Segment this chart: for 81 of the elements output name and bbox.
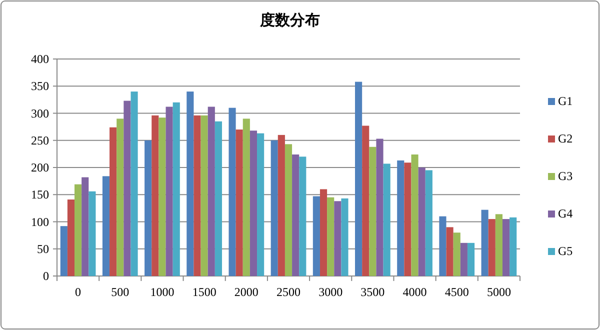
bar xyxy=(270,140,278,276)
x-tick-label: 2000 xyxy=(234,285,258,299)
bar xyxy=(82,177,89,276)
y-tick-label: 200 xyxy=(31,160,49,174)
bar xyxy=(172,102,180,276)
bar xyxy=(425,170,432,276)
bar xyxy=(439,216,446,276)
bar xyxy=(334,201,342,276)
bar xyxy=(208,106,215,276)
bar xyxy=(404,162,412,276)
bar xyxy=(250,130,258,276)
bar xyxy=(320,189,328,276)
bar xyxy=(369,146,376,276)
bar xyxy=(488,219,496,276)
y-tick-label: 350 xyxy=(31,79,49,94)
chart-title: 度数分布 xyxy=(259,11,320,29)
bar xyxy=(130,92,138,276)
bar xyxy=(362,126,370,276)
bar xyxy=(292,154,300,276)
bar xyxy=(418,168,426,276)
y-tick-label: 0 xyxy=(43,269,49,283)
bar xyxy=(166,106,173,276)
bar xyxy=(502,219,510,276)
x-tick-label: 500 xyxy=(111,285,130,299)
legend-label: G5 xyxy=(558,244,573,258)
legend-label: G2 xyxy=(558,132,573,146)
y-tick-label: 300 xyxy=(31,106,49,120)
bar xyxy=(327,197,334,276)
bar xyxy=(257,133,264,276)
bar xyxy=(144,140,152,276)
legend-label: G1 xyxy=(558,94,573,108)
bar xyxy=(110,127,117,276)
bar xyxy=(299,156,306,276)
bar xyxy=(397,160,404,276)
bar xyxy=(214,121,222,276)
bar xyxy=(102,176,110,276)
x-tick-label: 1500 xyxy=(192,285,216,299)
bar xyxy=(355,82,362,276)
bar xyxy=(278,134,285,276)
bar xyxy=(152,115,159,276)
x-tick-label: 2500 xyxy=(276,285,300,299)
bar xyxy=(242,118,250,276)
x-tick-label: 5000 xyxy=(486,285,511,299)
legend-label: G4 xyxy=(558,206,573,220)
y-tick-label: 400 xyxy=(31,52,49,66)
bar xyxy=(67,200,75,276)
bar xyxy=(158,118,166,276)
bar xyxy=(453,232,460,276)
bar xyxy=(376,138,384,276)
bar xyxy=(495,214,502,276)
x-tick-label: 4500 xyxy=(444,285,469,299)
bar xyxy=(481,210,488,276)
bar xyxy=(194,115,201,276)
bar xyxy=(60,226,68,276)
bar xyxy=(74,184,82,276)
bar xyxy=(341,198,348,276)
bar xyxy=(312,196,320,276)
y-tick-label: 150 xyxy=(31,188,49,202)
bar xyxy=(446,227,454,276)
bar xyxy=(467,242,475,276)
bar xyxy=(411,154,418,276)
y-tick-label: 250 xyxy=(31,133,49,148)
x-tick-label: 3000 xyxy=(318,285,343,299)
bar xyxy=(88,191,96,276)
x-tick-label: 4000 xyxy=(402,285,427,299)
bar xyxy=(124,100,131,276)
bar xyxy=(116,118,124,276)
bar xyxy=(236,130,243,276)
bar xyxy=(510,217,517,276)
y-tick-label: 100 xyxy=(31,214,49,229)
bar xyxy=(284,144,292,276)
y-tick-label: 50 xyxy=(37,242,49,256)
x-tick-label: 0 xyxy=(75,285,82,299)
x-tick-label: 1000 xyxy=(150,285,174,299)
x-tick-label: 3500 xyxy=(360,285,385,299)
bar xyxy=(383,164,390,276)
legend-label: G3 xyxy=(558,169,573,183)
bar xyxy=(200,115,208,276)
bar xyxy=(460,242,468,276)
bar xyxy=(186,92,194,276)
bar xyxy=(228,108,236,276)
